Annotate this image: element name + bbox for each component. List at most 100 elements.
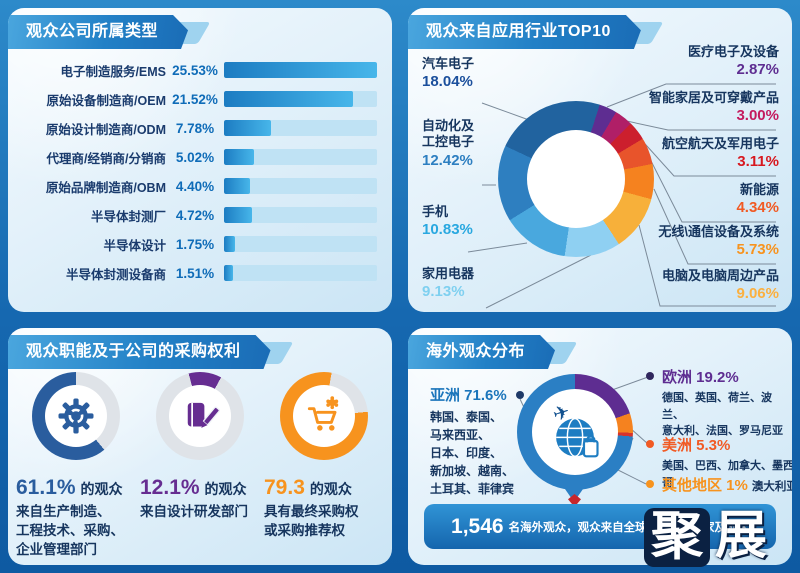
bar-track bbox=[224, 149, 377, 165]
industry-label: 航空航天及军用电子 3.11% bbox=[662, 136, 779, 172]
industry-label-value: 9.13% bbox=[422, 283, 465, 301]
industry-label-name: 汽车电子 bbox=[422, 56, 475, 71]
globe-travel-icon: ✈ bbox=[550, 401, 599, 458]
bar-fill bbox=[224, 207, 253, 223]
industry-donut-chart bbox=[498, 101, 654, 257]
bar-row: 代理商/经销商/分销商 5.02% bbox=[20, 149, 377, 166]
region-countries: 德国、英国、荷兰、波兰、 意大利、法国、罗马尼亚 bbox=[662, 392, 783, 437]
role-stat-text: 61.1% 的观众来自生产制造、 工程技术、采购、 企业管理部门 bbox=[16, 476, 136, 560]
role-stat-headline: 61.1% 的观众 bbox=[16, 476, 136, 500]
industry-label-name: 家用电器 bbox=[422, 266, 475, 281]
region-head: 欧洲 19.2% bbox=[646, 366, 790, 387]
role-stats-row: 61.1% 的观众 来自生产制造、 工程技术、采购、 企业管理部门 12.1% 的观众… bbox=[14, 372, 386, 560]
site-watermark: 聚 展 bbox=[644, 507, 768, 568]
bar-fill bbox=[224, 91, 353, 107]
bar-track bbox=[224, 62, 377, 78]
bar-label: 半导体设计 bbox=[103, 238, 166, 253]
role-stat: 79.3 的观众具有最终采购权 或采购推荐权 bbox=[264, 372, 384, 560]
role-stat-description: 来自生产制造、 工程技术、采购、 企业管理部门 bbox=[16, 504, 124, 557]
region-head: 美洲 5.3% bbox=[646, 434, 792, 455]
bar-row: 原始设计制造商/ODM 7.78% bbox=[20, 120, 377, 137]
region-name: 亚洲 71.6% bbox=[430, 387, 507, 404]
region-head: 其他地区 1%澳大利亚 bbox=[646, 474, 792, 495]
overseas-count: 1,546 bbox=[451, 514, 504, 538]
region-name: 其他地区 1% bbox=[662, 477, 748, 494]
role-stat: 12.1% 的观众来自设计研发部门 bbox=[140, 372, 260, 560]
bar-fill bbox=[224, 120, 271, 136]
bar-fill bbox=[224, 62, 377, 78]
industry-label-value: 10.83% bbox=[422, 221, 473, 239]
bar-fill bbox=[224, 178, 251, 194]
bar-track bbox=[224, 91, 377, 107]
svg-text:✈: ✈ bbox=[550, 401, 573, 427]
role-stat-ring bbox=[156, 372, 244, 460]
role-stat-ring bbox=[280, 372, 368, 460]
bar-fill bbox=[224, 149, 255, 165]
gear-sync-icon bbox=[32, 372, 120, 460]
company-type-title-ribbon: 观众公司所属类型 bbox=[8, 15, 211, 49]
role-stat-suffix: 的观众 bbox=[309, 481, 352, 497]
industry-label: 新能源 4.34% bbox=[736, 182, 779, 218]
bar-row: 半导体封测厂 4.72% bbox=[20, 207, 377, 224]
panel-roles-purchasing: 观众职能及于公司的采购权利 61.1% 的观众 来自生产制造、 工程技术、采购、 企… bbox=[8, 328, 392, 565]
bar-value: 21.52% bbox=[172, 91, 218, 107]
panel-title: 海外观众分布 bbox=[408, 335, 555, 369]
purchase-cart-icon bbox=[280, 372, 368, 460]
industry-label-name: 电脑及电脑周边产品 bbox=[661, 268, 779, 283]
panel-title: 观众公司所属类型 bbox=[8, 15, 188, 49]
watermark-char: 聚 bbox=[644, 508, 711, 568]
panel-title: 观众职能及于公司的采购权利 bbox=[8, 335, 271, 369]
watermark-char: 展 bbox=[715, 507, 768, 565]
bar-row: 原始品牌制造商/OBM 4.40% bbox=[20, 178, 377, 195]
bar-value: 1.51% bbox=[175, 265, 215, 281]
industry-label-name: 无线\通信设备及系统 bbox=[658, 224, 779, 239]
bar-label: 电子制造服务/EMS bbox=[60, 64, 166, 79]
role-stat-value: 61.1% bbox=[16, 476, 76, 499]
role-stat-description: 来自设计研发部门 bbox=[140, 504, 248, 519]
bar-track bbox=[224, 120, 377, 136]
industry-label-value: 2.87% bbox=[736, 61, 779, 79]
role-stat: 61.1% 的观众来自生产制造、 工程技术、采购、 企业管理部门 bbox=[16, 372, 136, 560]
industry-label: 智能家居及可穿戴产品 3.00% bbox=[649, 90, 779, 126]
overseas-count-label: 名海外观众，观众来自全球 bbox=[508, 521, 647, 534]
region-dot bbox=[646, 440, 654, 448]
bar-label: 原始品牌制造商/OBM bbox=[45, 180, 166, 195]
industry-label: 电脑及电脑周边产品 9.06% bbox=[662, 268, 779, 304]
bar-label: 半导体封测设备商 bbox=[65, 267, 166, 282]
industry-label-value: 4.34% bbox=[736, 199, 779, 217]
region-dot bbox=[646, 480, 654, 488]
role-stat-ring bbox=[32, 372, 120, 460]
bar-value: 1.75% bbox=[175, 236, 215, 252]
industry-label-name: 医疗电子及设备 bbox=[687, 44, 779, 59]
bar-label: 原始设备制造商/OEM bbox=[46, 93, 166, 108]
company-type-bar-chart: 电子制造服务/EMS 25.53% 原始设备制造商/OEM 21.52% 原始设计制造商… bbox=[20, 62, 377, 294]
design-notebook-icon bbox=[156, 372, 244, 460]
region-name: 美洲 5.3% bbox=[662, 437, 731, 454]
industry-top10-title-ribbon: 观众来自应用行业TOP10 bbox=[408, 15, 664, 49]
industry-label: 医疗电子及设备 2.87% bbox=[688, 44, 779, 80]
industry-label-name: 自动化及工控电子 bbox=[422, 118, 475, 150]
industry-label-value: 12.42% bbox=[422, 151, 473, 169]
panel-title: 观众来自应用行业TOP10 bbox=[408, 15, 641, 49]
bar-row: 电子制造服务/EMS 25.53% bbox=[20, 62, 377, 79]
region-0: 亚洲 71.6% 韩国、泰国、 马来西亚、 日本、印度、 新加坡、越南、 土耳其、… bbox=[430, 384, 542, 498]
role-stat-suffix: 的观众 bbox=[204, 481, 247, 497]
bar-track bbox=[224, 207, 377, 223]
region-dot bbox=[516, 391, 524, 399]
industry-label-name: 智能家居及可穿戴产品 bbox=[648, 90, 779, 105]
role-stat-description: 具有最终采购权 或采购推荐权 bbox=[264, 504, 359, 538]
industry-label-value: 18.04% bbox=[422, 73, 473, 91]
region-1: 欧洲 19.2% 德国、英国、荷兰、波兰、 意大利、法国、罗马尼亚 bbox=[646, 366, 790, 440]
region-name: 欧洲 19.2% bbox=[662, 369, 739, 386]
region-3: 其他地区 1%澳大利亚 bbox=[646, 474, 792, 495]
role-stat-suffix: 的观众 bbox=[80, 481, 123, 497]
bar-row: 原始设备制造商/OEM 21.52% bbox=[20, 91, 377, 108]
role-stat-text: 12.1% 的观众来自设计研发部门 bbox=[140, 476, 260, 522]
industry-label: 手机 10.83% bbox=[422, 204, 473, 240]
region-2: 美洲 5.3% 美国、巴西、加拿大、墨西哥 bbox=[646, 434, 792, 491]
bar-value: 5.02% bbox=[175, 149, 215, 165]
bar-fill bbox=[224, 236, 235, 252]
role-stat-value: 12.1% bbox=[140, 476, 200, 499]
role-stat-value: 79.3 bbox=[264, 476, 305, 499]
